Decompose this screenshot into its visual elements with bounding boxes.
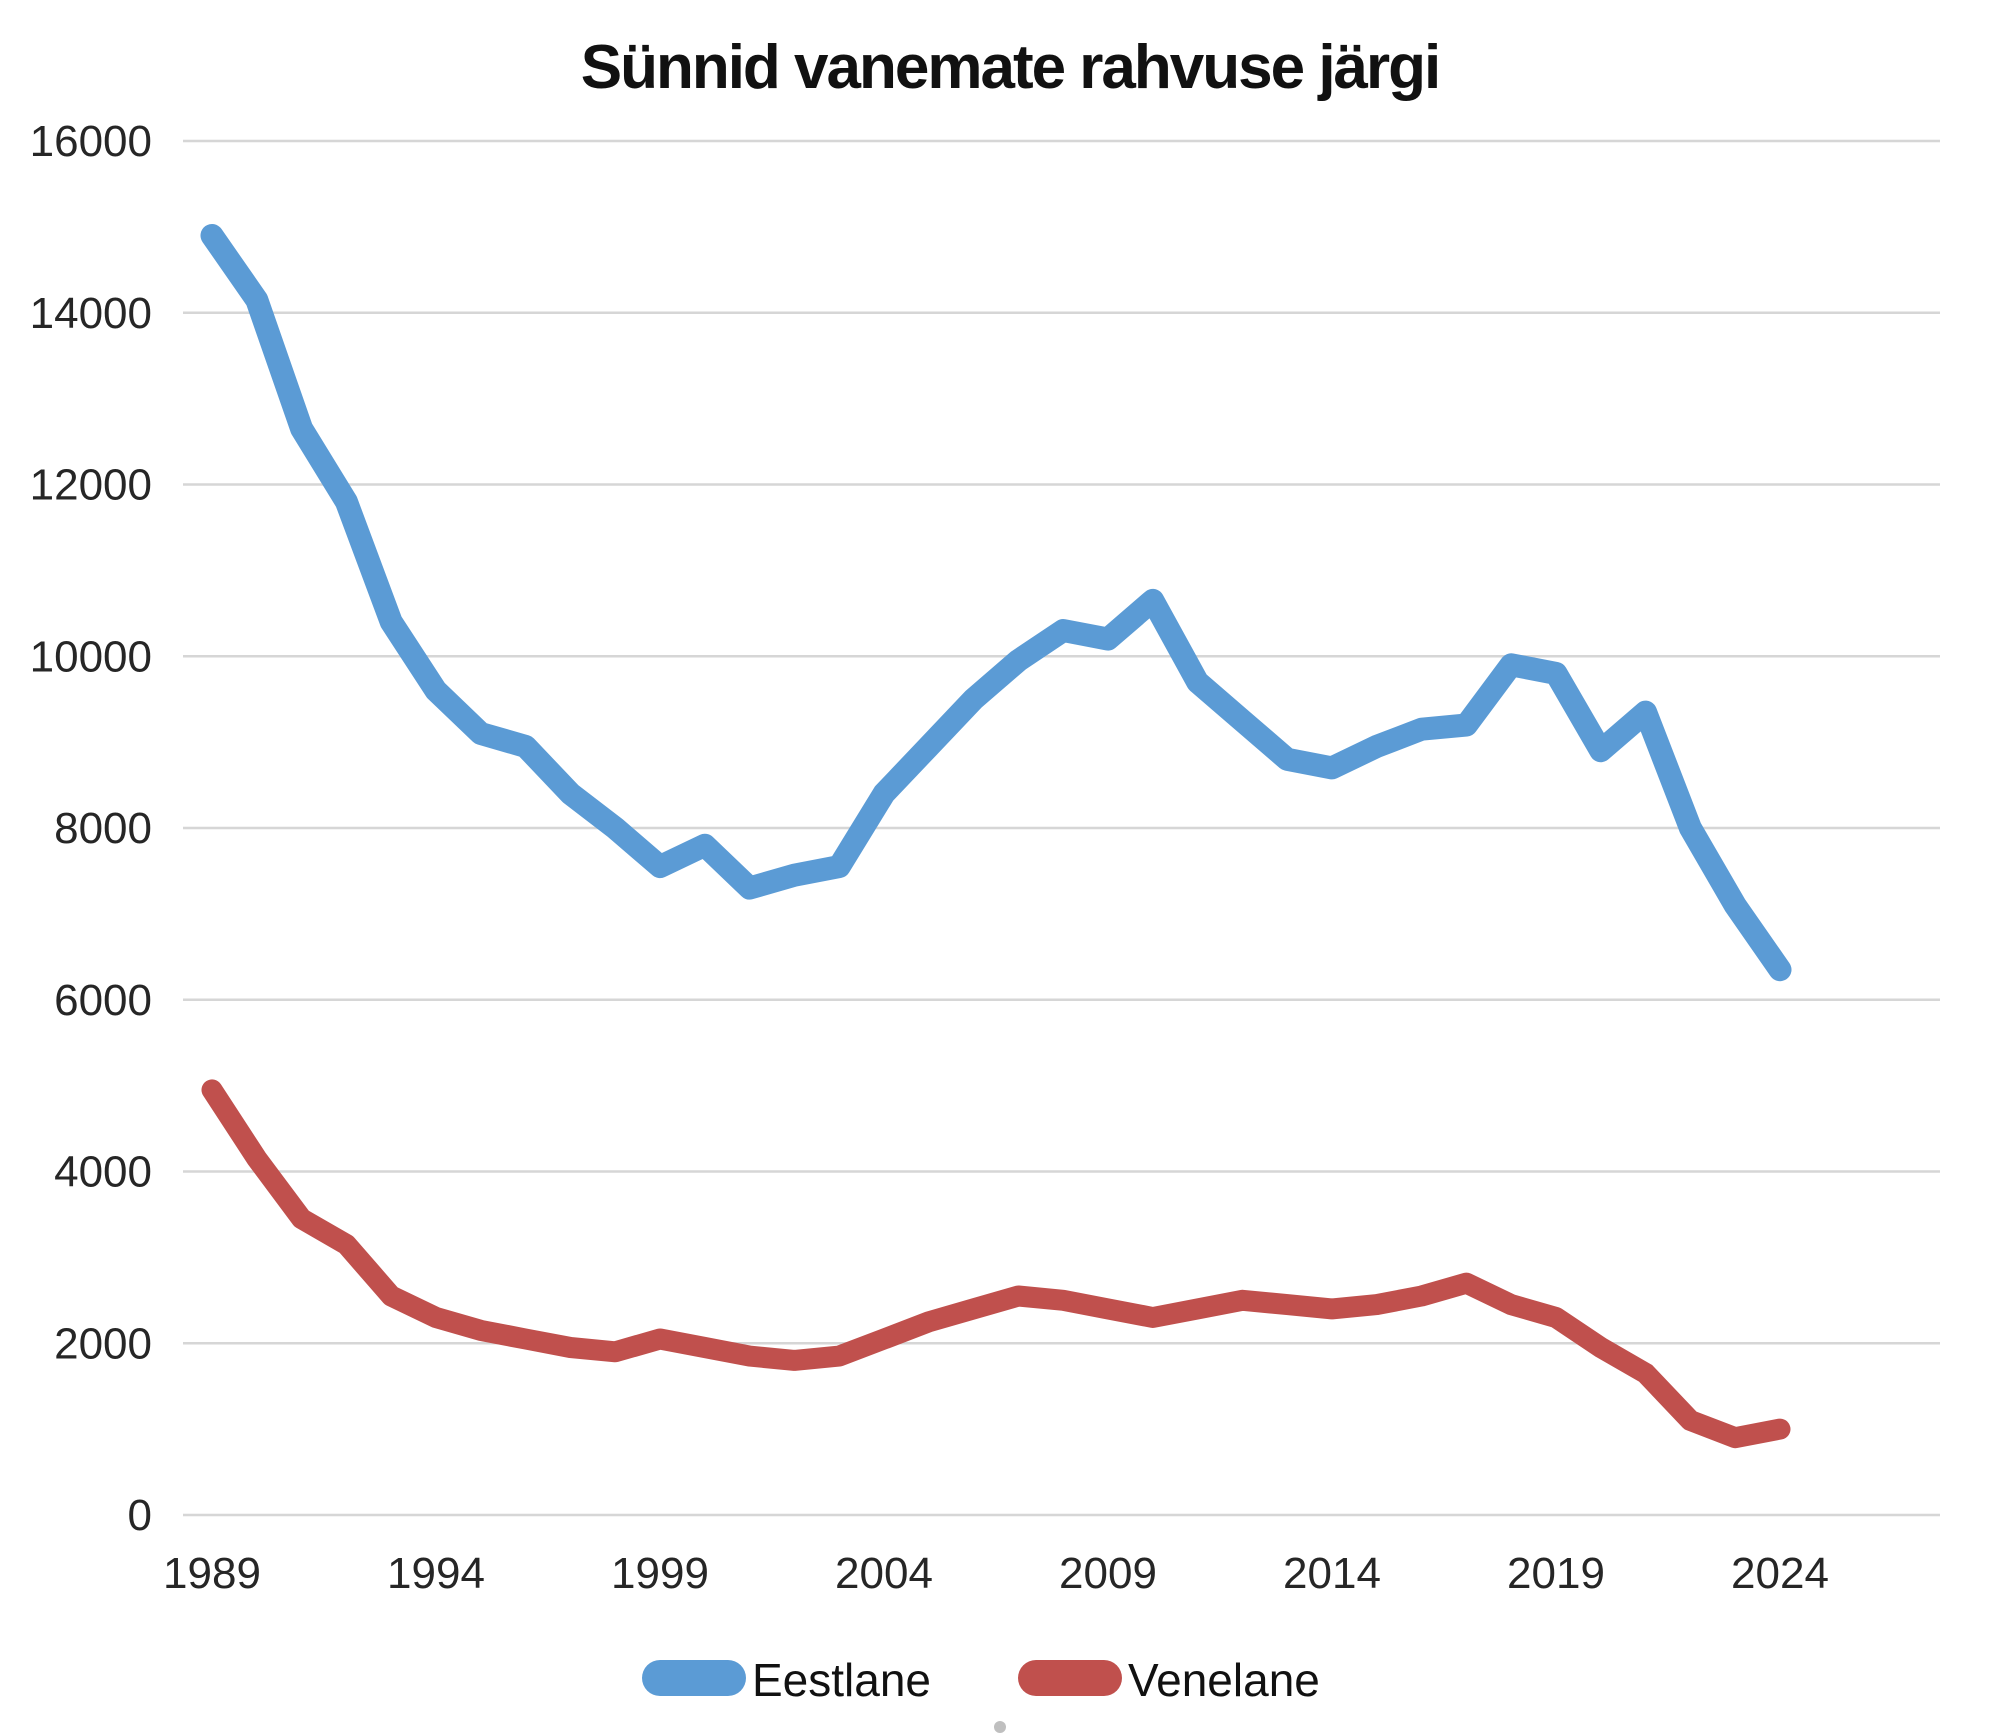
chart-title: Sünnid vanemate rahvuse järgi	[581, 33, 1440, 102]
x-axis-tick-labels: 1989 1994 1999 2004 2009 2014 2019 2024	[163, 1549, 1829, 1598]
venelane-line	[201, 1079, 1791, 1449]
legend-swatch-eestlane	[642, 1660, 746, 1696]
y-axis-tick-label: 8000	[54, 804, 152, 853]
x-axis-tick-label: 2004	[835, 1549, 933, 1598]
data-series-lines	[200, 224, 1792, 1449]
chart-legend: Eestlane Venelane	[642, 1654, 1320, 1706]
artifact-dot	[994, 1721, 1006, 1733]
y-axis-tick-label: 2000	[54, 1319, 152, 1368]
x-axis-tick-label: 2014	[1283, 1549, 1381, 1598]
legend-label-venelane: Venelane	[1128, 1654, 1320, 1706]
x-axis-tick-label: 1994	[387, 1549, 485, 1598]
y-axis-tick-label: 10000	[30, 632, 152, 681]
y-axis-tick-label: 14000	[30, 289, 152, 338]
y-axis-tick-label: 6000	[54, 976, 152, 1025]
x-axis-tick-label: 2024	[1731, 1549, 1829, 1598]
eestlane-line	[200, 224, 1792, 982]
y-axis-tick-label: 12000	[30, 461, 152, 510]
x-axis-tick-label: 1999	[611, 1549, 709, 1598]
x-axis-tick-label: 1989	[163, 1549, 261, 1598]
x-axis-tick-label: 2009	[1059, 1549, 1157, 1598]
y-axis-tick-label: 16000	[30, 117, 152, 166]
legend-swatch-venelane	[1018, 1660, 1122, 1696]
x-axis-tick-label: 2019	[1507, 1549, 1605, 1598]
y-axis-tick-label: 4000	[54, 1148, 152, 1197]
y-axis-tick-labels: 0 2000 4000 6000 8000 10000 12000 14000 16000	[30, 117, 152, 1540]
gridlines	[183, 139, 1940, 1517]
y-axis-tick-label: 0	[128, 1491, 152, 1540]
legend-label-eestlane: Eestlane	[752, 1654, 931, 1706]
